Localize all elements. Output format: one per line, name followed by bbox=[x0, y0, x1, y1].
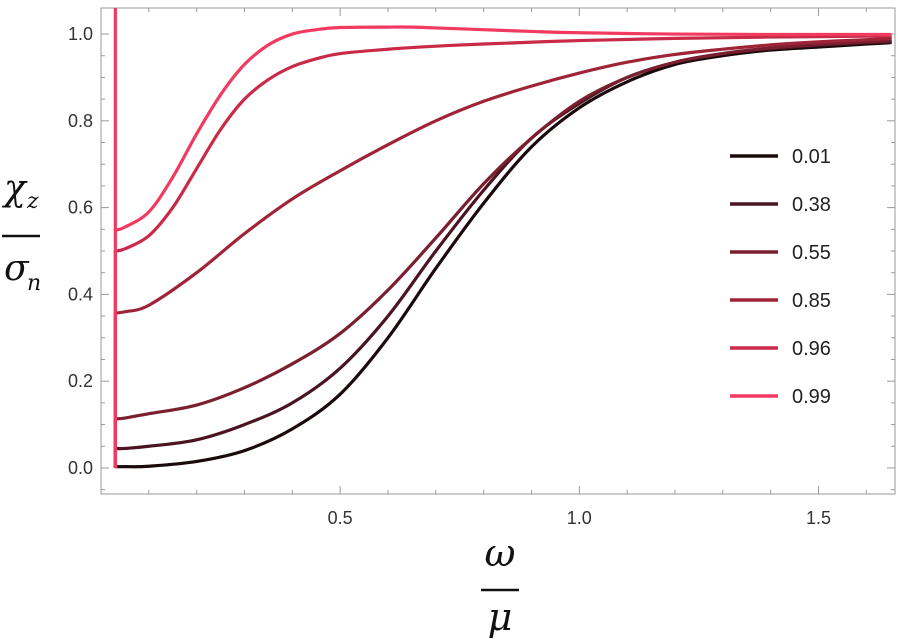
legend-label-0.99: 0.99 bbox=[792, 386, 831, 408]
x-label-denominator: μ bbox=[488, 595, 513, 639]
y-tick-label: 0.4 bbox=[68, 284, 93, 304]
x-label-numerator: ω bbox=[485, 531, 516, 575]
series-line-0.55 bbox=[113, 38, 892, 421]
legend-label-0.38: 0.38 bbox=[792, 194, 831, 216]
x-axis-ticks: 0.5 1.0 1.5 bbox=[148, 8, 867, 528]
y-axis-label: χ z σ n bbox=[1, 168, 41, 296]
legend-label-0.01: 0.01 bbox=[792, 146, 831, 168]
x-tick-label: 0.5 bbox=[328, 508, 353, 528]
legend: 0.01 0.38 0.55 0.85 0.96 0.99 bbox=[730, 146, 831, 408]
series-line-0.96 bbox=[113, 34, 892, 253]
y-label-numerator: χ bbox=[1, 168, 28, 209]
y-tick-label: 0.2 bbox=[68, 371, 93, 391]
series-line-0.01 bbox=[113, 41, 892, 469]
x-axis-label: ω μ bbox=[481, 531, 519, 639]
y-label-denominator-sub: n bbox=[27, 271, 41, 296]
series-line-0.85 bbox=[113, 36, 892, 315]
legend-label-0.96: 0.96 bbox=[792, 338, 831, 360]
x-tick-label: 1.0 bbox=[567, 508, 592, 528]
y-tick-label: 1.0 bbox=[68, 24, 93, 44]
x-tick-label: 1.5 bbox=[806, 508, 831, 528]
series-lines bbox=[113, 25, 892, 469]
y-tick-label: 0.6 bbox=[68, 198, 93, 218]
legend-label-0.85: 0.85 bbox=[792, 290, 831, 312]
y-axis-ticks: 0.0 0.2 0.4 0.6 0.8 1.0 bbox=[68, 24, 895, 491]
y-tick-label: 0.0 bbox=[68, 458, 93, 478]
y-tick-label: 0.8 bbox=[68, 111, 93, 131]
y-label-denominator: σ bbox=[4, 248, 30, 289]
legend-label-0.55: 0.55 bbox=[792, 242, 831, 264]
series-line-0.99 bbox=[113, 25, 892, 232]
y-label-numerator-sub: z bbox=[26, 189, 39, 214]
